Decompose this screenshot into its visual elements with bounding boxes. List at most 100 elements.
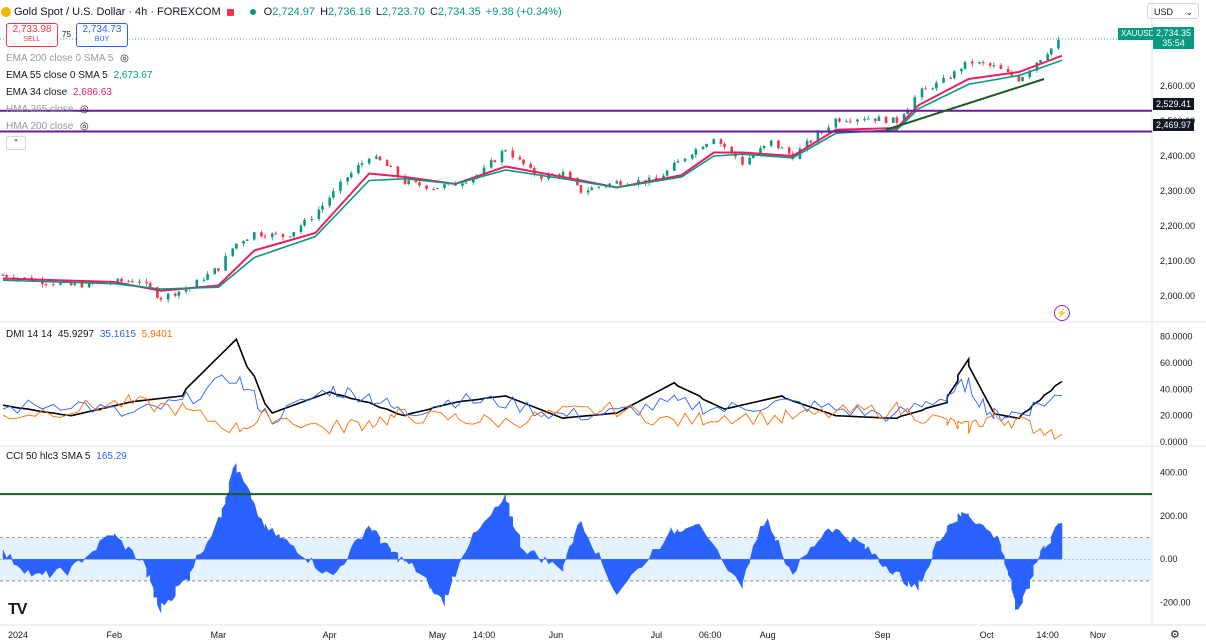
- candle-body: [769, 140, 773, 146]
- candle-body: [1017, 75, 1021, 82]
- candle-body: [166, 293, 170, 300]
- candle-body: [130, 281, 134, 283]
- hline2-tag: 2,469.97: [1153, 119, 1194, 131]
- candle-body: [493, 160, 497, 163]
- candle-body: [464, 182, 468, 184]
- currency-select[interactable]: USD ⌄: [1147, 3, 1199, 19]
- legend-ema55[interactable]: EMA 55 close 0 SMA 5 2,673.67: [6, 70, 152, 81]
- candle-body: [156, 287, 159, 298]
- candle-body: [676, 161, 680, 163]
- legend-dmi[interactable]: DMI 14 14 45.9297 35.1615 5.9401: [6, 329, 172, 340]
- candle-body: [127, 281, 130, 283]
- y-tick-label: 400.00: [1160, 467, 1188, 477]
- candle-body: [856, 119, 859, 122]
- eye-off-icon[interactable]: ◎: [120, 53, 129, 64]
- candle-body: [719, 139, 723, 144]
- legend-hma365[interactable]: HMA 365 close ◎: [6, 104, 89, 115]
- candle-body: [375, 156, 378, 159]
- candle-body: [321, 205, 324, 210]
- legend-hma200[interactable]: HMA 200 close ◎: [6, 121, 89, 132]
- legend-ema34[interactable]: EMA 34 close 2,686.63: [6, 87, 112, 98]
- x-tick-label: 2024: [8, 630, 28, 640]
- candle-body: [206, 274, 209, 280]
- candle-body: [924, 88, 927, 90]
- candle-body: [665, 170, 669, 176]
- candle-body: [762, 145, 766, 149]
- lightning-icon[interactable]: ⚡: [1054, 305, 1070, 321]
- candle-body: [202, 279, 206, 281]
- candle-body: [953, 71, 956, 79]
- candle-body: [816, 132, 820, 143]
- tradingview-logo-icon[interactable]: TV: [8, 601, 27, 618]
- candle-body: [723, 143, 726, 147]
- candle-body: [1028, 70, 1031, 78]
- gear-icon[interactable]: ⚙: [1170, 629, 1180, 641]
- candle-body: [378, 156, 382, 161]
- candle-body: [845, 121, 848, 123]
- collapse-legend-button[interactable]: ⌃: [6, 136, 26, 150]
- candle-body: [148, 283, 152, 288]
- candle-body: [436, 187, 439, 190]
- candle-body: [116, 278, 120, 283]
- candle-body: [590, 187, 594, 191]
- candle-body: [863, 119, 866, 121]
- candle-body: [500, 151, 504, 163]
- buy-label: BUY: [94, 36, 110, 43]
- buy-price: 2,734.73: [82, 24, 122, 35]
- legend-dmi-adx: 45.9297: [57, 329, 95, 340]
- legend-dmi-name: DMI 14 14: [6, 329, 53, 340]
- x-tick-label: Oct: [980, 630, 995, 640]
- symbol-tag: XAUUSD: [1118, 28, 1158, 40]
- candle-body: [960, 68, 963, 72]
- candle-body: [672, 162, 676, 171]
- y-tick-label: 2,100.00: [1160, 256, 1195, 266]
- candle-body: [260, 232, 263, 237]
- legend-ema200[interactable]: EMA 200 close 0 SMA 5 ◎: [6, 53, 129, 64]
- trend-line: [885, 78, 1045, 131]
- legend-cci-name: CCI 50 hlc3 SMA 5: [6, 451, 91, 462]
- candle-body: [432, 188, 436, 190]
- y-tick-label: 0.00: [1160, 554, 1178, 564]
- dmi-pane: [2, 337, 1063, 440]
- candle-body: [360, 163, 364, 165]
- legend-ema34-value: 2,686.63: [72, 87, 112, 98]
- candle-body: [949, 77, 953, 79]
- chevron-down-icon: ⌄: [1185, 7, 1193, 17]
- legend-cci[interactable]: CCI 50 hlc3 SMA 5 165.29: [6, 451, 127, 462]
- candle-body: [730, 146, 734, 153]
- x-tick-label: 14:00: [473, 630, 496, 640]
- candle-body: [884, 116, 888, 123]
- candle-body: [759, 148, 762, 156]
- candle-body: [274, 233, 278, 235]
- candle-body: [913, 97, 917, 110]
- x-tick-label: Nov: [1090, 630, 1107, 640]
- candle-body: [263, 236, 267, 238]
- candle-body: [292, 232, 296, 237]
- legend-hma200-name: HMA 200 close: [6, 121, 74, 132]
- candle-body: [579, 185, 583, 193]
- sell-button[interactable]: 2,733.98 SELL: [6, 23, 58, 47]
- candle-body: [1, 275, 5, 276]
- symbol-title[interactable]: Gold Spot / U.S. Dollar · 4h · FOREXCOM: [14, 6, 221, 18]
- eye-off-icon[interactable]: ◎: [80, 121, 89, 132]
- legend-ema200-name: EMA 200 close 0 SMA 5: [6, 53, 114, 64]
- candle-body: [935, 82, 938, 89]
- candle-body: [694, 149, 698, 155]
- candle-body: [942, 77, 945, 83]
- candle-body: [920, 88, 924, 98]
- candle-body: [683, 158, 687, 162]
- candle-body: [414, 180, 418, 183]
- candle-body: [705, 144, 708, 147]
- buy-button[interactable]: 2,734.73 BUY: [76, 23, 128, 47]
- eye-off-icon[interactable]: ◎: [80, 104, 89, 115]
- y-tick-label: 20.0000: [1160, 411, 1193, 421]
- legend-ema55-value: 2,673.67: [113, 70, 153, 81]
- sell-label: SELL: [23, 36, 41, 43]
- high-label: H: [320, 6, 329, 18]
- legend-ema34-name: EMA 34 close: [6, 87, 68, 98]
- candle-body: [619, 181, 622, 186]
- candle-body: [224, 256, 227, 271]
- candle-body: [522, 159, 525, 165]
- candle-body: [777, 140, 780, 149]
